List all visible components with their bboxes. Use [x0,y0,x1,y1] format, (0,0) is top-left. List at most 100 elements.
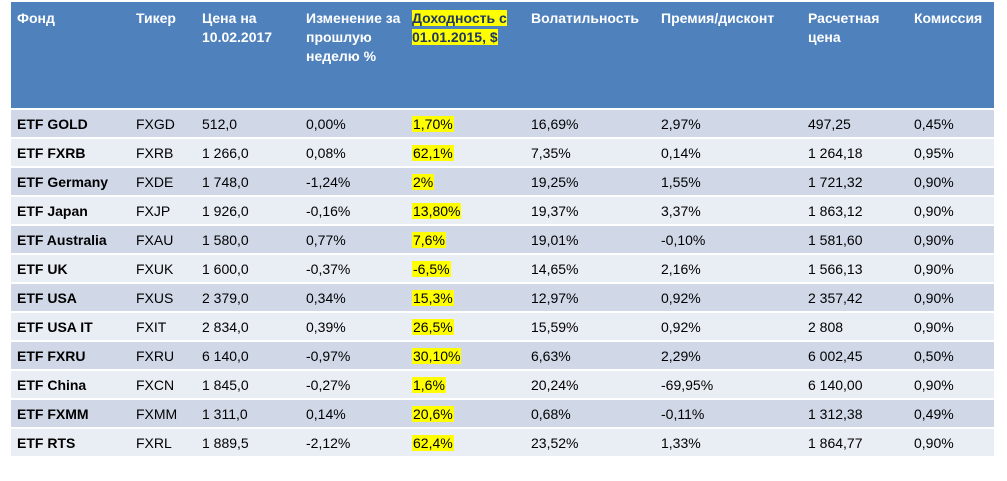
cell-premium: -0,10% [655,225,802,255]
cell-ticker: FXGD [130,109,196,139]
cell-ticker: FXUS [130,283,196,313]
yield-highlight: -6,5% [412,260,451,277]
cell-fund: ETF Germany [11,167,130,197]
cell-fund: ETF Australia [11,225,130,255]
cell-fee: 0,90% [908,370,994,400]
cell-yield: 2% [406,167,525,197]
cell-price: 1 266,0 [196,138,300,168]
cell-ticker: FXAU [130,225,196,255]
cell-price: 2 834,0 [196,312,300,342]
cell-ticker: FXMM [130,399,196,429]
cell-calc-price: 497,25 [802,109,908,139]
cell-change: 0,14% [300,399,406,429]
cell-fund: ETF FXMM [11,399,130,429]
cell-change: -0,27% [300,370,406,400]
cell-change: -0,37% [300,254,406,284]
cell-premium: 1,55% [655,167,802,197]
yield-highlight: 20,6% [412,405,454,422]
cell-fee: 0,90% [908,196,994,226]
table-row: ETF Japan FXJP 1 926,0 -0,16% 13,80% 19,… [11,196,994,226]
cell-change: 0,08% [300,138,406,168]
header-price: Цена на 10.02.2017 [196,2,300,110]
cell-price: 1 845,0 [196,370,300,400]
cell-change: 0,77% [300,225,406,255]
cell-change: 0,00% [300,109,406,139]
cell-price: 1 748,0 [196,167,300,197]
header-fund: Фонд [11,2,130,110]
cell-fund: ETF RTS [11,428,130,458]
cell-yield: 1,6% [406,370,525,400]
cell-yield: 15,3% [406,283,525,313]
cell-fund: ETF USA [11,283,130,313]
cell-change: -2,12% [300,428,406,458]
cell-yield: 62,1% [406,138,525,168]
header-premium: Премия/дисконт [655,2,802,110]
cell-volatility: 19,01% [525,225,655,255]
cell-premium: 0,14% [655,138,802,168]
cell-premium: 0,92% [655,312,802,342]
cell-fee: 0,90% [908,428,994,458]
cell-fund: ETF USA IT [11,312,130,342]
cell-price: 1 600,0 [196,254,300,284]
yield-highlight: 30,10% [412,347,462,364]
cell-premium: 2,16% [655,254,802,284]
table-row: ETF USA FXUS 2 379,0 0,34% 15,3% 12,97% … [11,283,994,313]
cell-yield: 13,80% [406,196,525,226]
cell-calc-price: 6 002,45 [802,341,908,371]
table-row: ETF RTS FXRL 1 889,5 -2,12% 62,4% 23,52%… [11,428,994,458]
cell-fee: 0,95% [908,138,994,168]
cell-change: -1,24% [300,167,406,197]
cell-price: 1 926,0 [196,196,300,226]
cell-calc-price: 1 721,32 [802,167,908,197]
table-row: ETF FXRU FXRU 6 140,0 -0,97% 30,10% 6,63… [11,341,994,371]
cell-fee: 0,90% [908,312,994,342]
cell-ticker: FXJP [130,196,196,226]
cell-yield: 30,10% [406,341,525,371]
cell-volatility: 16,69% [525,109,655,139]
cell-change: 0,39% [300,312,406,342]
cell-fund: ETF Japan [11,196,130,226]
table-body: ETF GOLD FXGD 512,0 0,00% 1,70% 16,69% 2… [11,109,994,458]
cell-fund: ETF UK [11,254,130,284]
cell-calc-price: 1 264,18 [802,138,908,168]
header-change: Изменение за прошлую неделю % [300,2,406,110]
cell-fee: 0,90% [908,167,994,197]
cell-fund: ETF GOLD [11,109,130,139]
cell-calc-price: 1 864,77 [802,428,908,458]
cell-ticker: FXUK [130,254,196,284]
cell-fund: ETF FXRB [11,138,130,168]
cell-price: 6 140,0 [196,341,300,371]
cell-fee: 0,45% [908,109,994,139]
yield-highlight: 2% [412,173,435,190]
cell-price: 1 311,0 [196,399,300,429]
cell-volatility: 19,25% [525,167,655,197]
cell-calc-price: 1 566,13 [802,254,908,284]
cell-yield: 1,70% [406,109,525,139]
table-row: ETF China FXCN 1 845,0 -0,27% 1,6% 20,24… [11,370,994,400]
yield-highlight: 7,6% [412,231,446,248]
table-row: ETF UK FXUK 1 600,0 -0,37% -6,5% 14,65% … [11,254,994,284]
cell-price: 1 580,0 [196,225,300,255]
cell-ticker: FXIT [130,312,196,342]
cell-yield: -6,5% [406,254,525,284]
cell-volatility: 0,68% [525,399,655,429]
cell-yield: 7,6% [406,225,525,255]
cell-premium: -69,95% [655,370,802,400]
cell-premium: -0,11% [655,399,802,429]
table-row: ETF FXRB FXRB 1 266,0 0,08% 62,1% 7,35% … [11,138,994,168]
cell-volatility: 14,65% [525,254,655,284]
header-volatility: Волатильность [525,2,655,110]
cell-premium: 2,29% [655,341,802,371]
cell-premium: 1,33% [655,428,802,458]
cell-price: 1 889,5 [196,428,300,458]
cell-change: -0,97% [300,341,406,371]
etf-table: Фонд Тикер Цена на 10.02.2017 Изменение … [11,2,994,458]
cell-ticker: FXDE [130,167,196,197]
cell-change: 0,34% [300,283,406,313]
cell-premium: 3,37% [655,196,802,226]
cell-fund: ETF FXRU [11,341,130,371]
cell-fee: 0,90% [908,225,994,255]
yield-highlight: 1,70% [412,115,454,132]
table-row: ETF USA IT FXIT 2 834,0 0,39% 26,5% 15,5… [11,312,994,342]
cell-calc-price: 1 581,60 [802,225,908,255]
